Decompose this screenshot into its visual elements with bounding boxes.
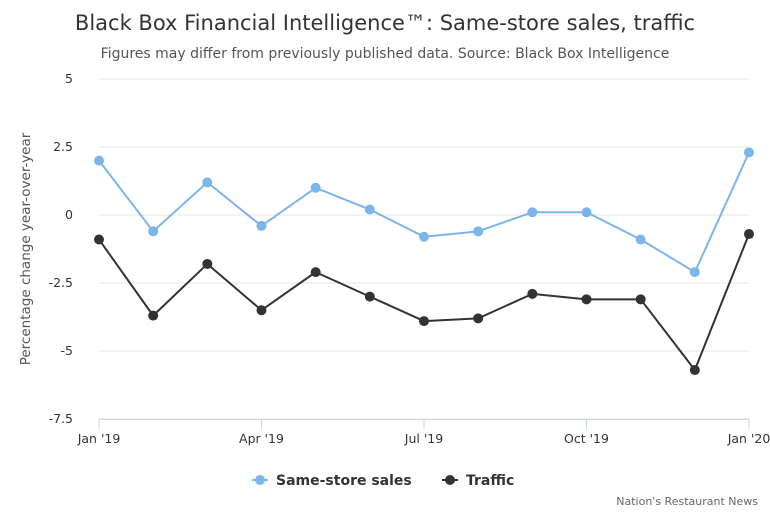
series-same-store-sales [94,147,754,278]
data-point[interactable] [473,226,484,237]
data-point[interactable] [635,234,646,245]
data-point[interactable] [744,229,754,240]
data-point[interactable] [689,365,700,376]
data-point[interactable] [635,294,646,305]
y-axis-label: Percentage change year-over-year [18,132,34,365]
y-tick-label: 2.5 [53,139,73,154]
series-layer [94,147,754,376]
data-point[interactable] [364,204,375,215]
y-axis-ticks: 5 2.5 0 -2.5 -5 -7.5 [49,71,73,426]
y-tick-label: -5 [61,343,73,358]
data-point[interactable] [256,220,267,231]
data-point[interactable] [94,155,104,166]
legend[interactable]: Same-store sales Traffic [252,473,514,489]
legend-symbol-marker [445,475,455,485]
data-point[interactable] [202,258,213,269]
data-point[interactable] [527,207,538,218]
legend-item[interactable]: Same-store sales [252,473,412,489]
series-traffic [94,229,754,376]
data-point[interactable] [148,226,159,237]
data-point[interactable] [527,288,538,299]
data-point[interactable] [310,267,321,278]
x-tick-label: Jul '19 [404,431,443,446]
y-tick-label: 0 [65,207,73,222]
chart-title: Black Box Financial Intelligence™: Same-… [75,11,695,35]
legend-symbol-marker [255,475,265,485]
data-point[interactable] [310,182,321,193]
legend-label: Traffic [466,473,514,489]
data-point[interactable] [581,294,592,305]
data-point[interactable] [744,147,754,158]
grid-lines [99,78,749,420]
data-point[interactable] [94,234,104,245]
data-point[interactable] [202,177,213,188]
x-tick-label: Oct '19 [564,431,609,446]
x-tick-label: Apr '19 [239,431,284,446]
data-point[interactable] [473,313,484,324]
chart-subtitle: Figures may differ from previously publi… [101,46,670,62]
x-tick-label: Jan '20 [727,431,770,446]
data-point[interactable] [419,231,429,242]
data-point[interactable] [256,305,267,316]
data-point[interactable] [689,267,700,278]
credit-text[interactable]: Nation's Restaurant News [616,495,758,508]
x-tick-label: Jan '19 [77,431,121,446]
x-axis: Jan '19 Apr '19 Jul '19 Oct '19 Jan '20 [77,419,770,446]
series-line [98,152,750,274]
legend-label: Same-store sales [276,473,412,489]
data-point[interactable] [419,316,429,327]
y-tick-label: 5 [65,71,73,86]
data-point[interactable] [148,310,159,321]
y-tick-label: -7.5 [49,411,73,426]
data-point[interactable] [364,291,375,302]
legend-item[interactable]: Traffic [442,473,514,489]
data-point[interactable] [581,207,592,218]
series-line [98,233,750,372]
y-tick-label: -2.5 [49,275,73,290]
